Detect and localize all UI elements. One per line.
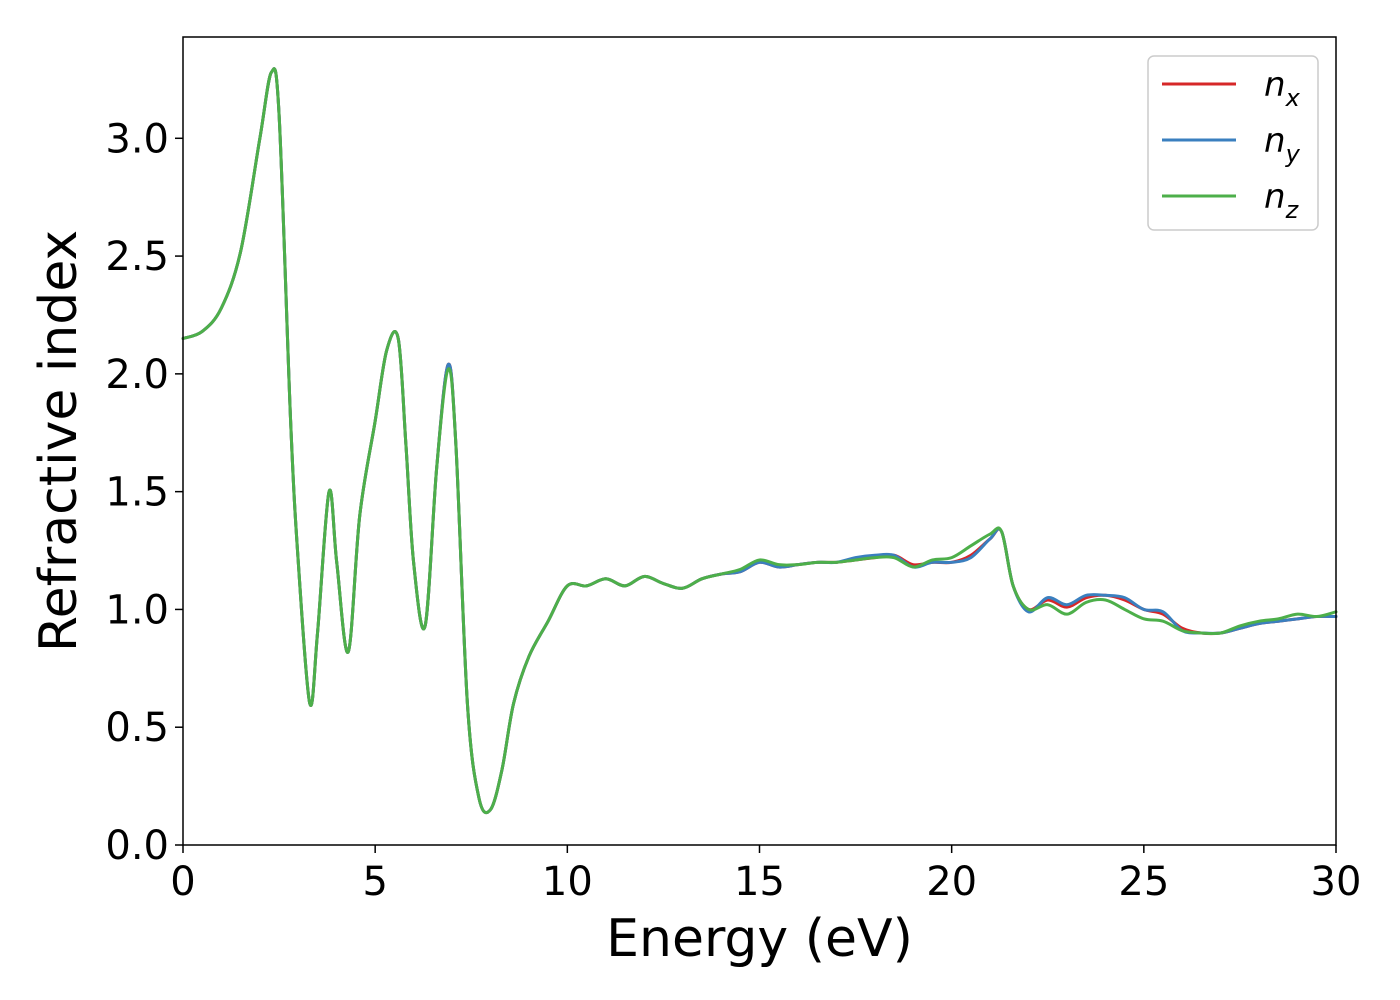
y-axis: 0.0 0.5 1.0 1.5 2.0 2.5 3.0 (105, 116, 183, 869)
y-tick-label: 1.5 (105, 470, 169, 516)
x-tick-label: 15 (734, 859, 785, 905)
y-tick-label: 1.0 (105, 587, 169, 633)
x-axis: 0 5 10 15 20 25 30 (170, 845, 1361, 905)
legend-label-subscript: y (1285, 140, 1301, 168)
legend-label-base: n (1264, 121, 1286, 161)
legend-label-subscript: z (1285, 196, 1300, 224)
x-tick-label: 5 (362, 859, 387, 905)
y-tick-label: 0.0 (105, 823, 169, 869)
legend-label-nx: nx (1264, 65, 1301, 112)
y-tick-label: 2.5 (105, 234, 169, 280)
legend-label-base: n (1264, 65, 1286, 105)
y-tick-label: 2.0 (105, 352, 169, 398)
legend-label-subscript: x (1285, 84, 1301, 112)
series-layer (181, 67, 1338, 815)
legend-label-base: n (1264, 177, 1286, 217)
legend-box (1147, 55, 1319, 231)
x-tick-label: 10 (542, 859, 593, 905)
y-tick-label: 0.5 (105, 705, 169, 751)
y-axis-label: Refractive index (29, 230, 89, 652)
plot-background (183, 37, 1336, 845)
x-tick-label: 30 (1311, 859, 1362, 905)
x-axis-label: Energy (eV) (606, 909, 913, 969)
legend-label-nz: nz (1264, 177, 1300, 224)
legend-label-ny: ny (1264, 121, 1301, 168)
y-tick-label: 3.0 (105, 116, 169, 162)
x-tick-label: 20 (926, 859, 977, 905)
series-line-nz (181, 67, 1338, 815)
x-tick-label: 0 (170, 859, 195, 905)
x-tick-label: 25 (1118, 859, 1169, 905)
